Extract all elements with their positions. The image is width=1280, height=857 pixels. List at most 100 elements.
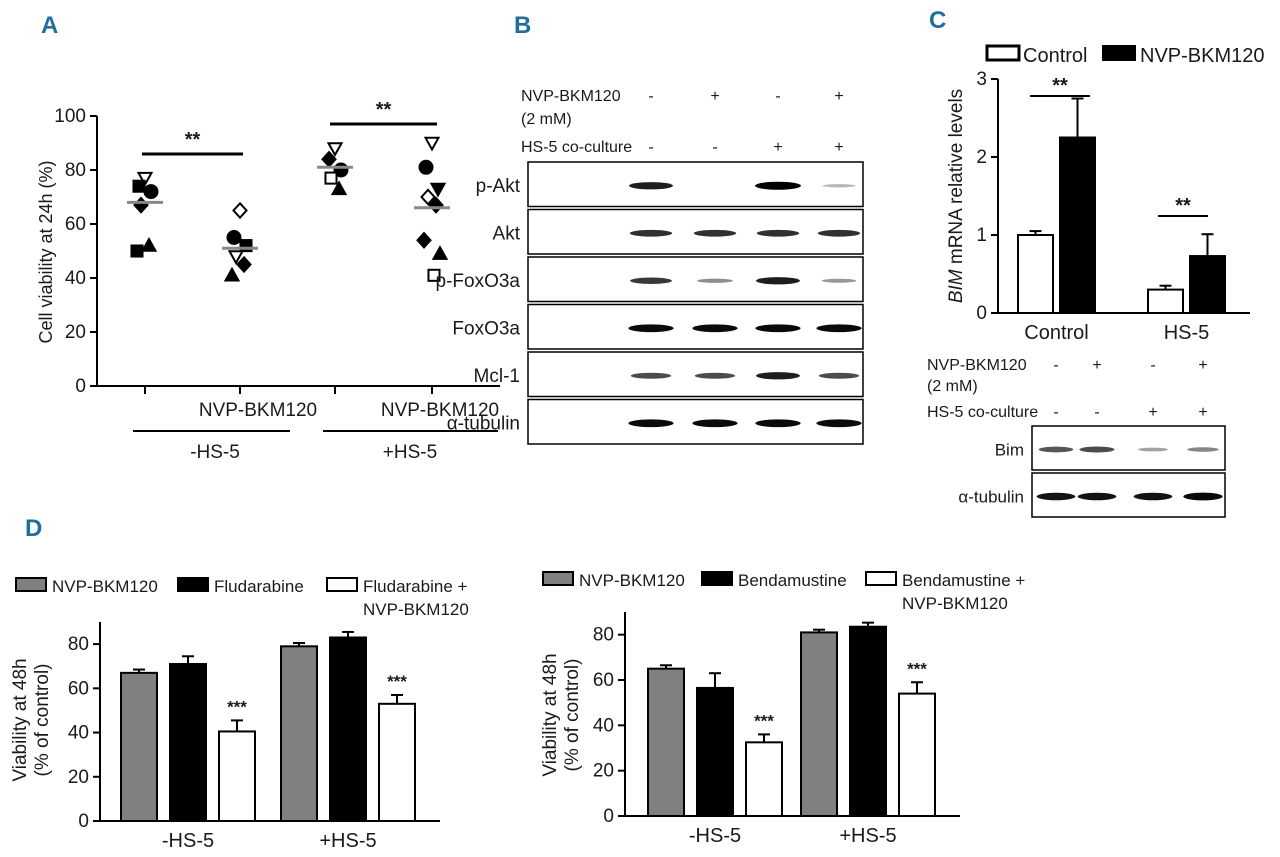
a-data-point	[143, 184, 159, 200]
a-data-point	[227, 250, 245, 265]
b-band	[629, 182, 673, 190]
a-significance-label: **	[376, 99, 392, 121]
d2-y-tick-label: 80	[593, 625, 614, 646]
d2-legend-label: NVP-BKM120	[579, 571, 685, 590]
a-data-point	[226, 230, 242, 245]
d2-legend-label: Bendamustine	[738, 571, 847, 590]
cb-treatment-label: HS-5 co-culture	[927, 404, 1038, 421]
d2-significance-label: ***	[907, 659, 927, 678]
d1-bar	[120, 671, 158, 822]
d1-bar	[169, 663, 207, 822]
b-blot-frame	[527, 208, 864, 255]
d2-legend-label: Bendamustine +	[902, 571, 1025, 590]
d2-y-axis-title: (% of control)	[562, 659, 583, 772]
b-treatment-sign: -	[648, 88, 653, 105]
d1-significance-label: ***	[387, 672, 407, 691]
b-treatment-sign: +	[834, 139, 843, 156]
d1-category-label: -HS-5	[162, 830, 214, 852]
cb-treatment-sign: +	[1198, 404, 1207, 421]
c-significance-label: **	[1052, 75, 1068, 97]
cb-treatment-sign: -	[1053, 404, 1058, 421]
a-data-point	[239, 239, 253, 253]
d1-legend-label: Fludarabine	[214, 577, 304, 596]
b-blot-label: Akt	[493, 223, 521, 244]
a-y-tick-label: 100	[54, 106, 86, 127]
d2-y-tick-label: 40	[593, 715, 614, 736]
cb-band	[1036, 492, 1076, 501]
a-data-point	[427, 268, 441, 282]
a-data-point	[418, 159, 434, 175]
cb-band	[1183, 492, 1223, 501]
c-y-tick-label: 0	[976, 303, 987, 324]
b-band	[817, 229, 861, 237]
d1-legend-swatch	[177, 577, 209, 592]
c-y-tick-label: 2	[976, 147, 987, 168]
cb-blot-label: Bim	[995, 441, 1024, 460]
d1-bar	[329, 636, 367, 822]
cb-blot-label: α-tubulin	[958, 488, 1024, 507]
d1-category-label: +HS-5	[319, 830, 376, 852]
panel-label-c: C	[929, 7, 946, 34]
b-band	[756, 277, 800, 285]
cb-treatment-sign: +	[1198, 357, 1207, 374]
a-data-point	[133, 196, 149, 214]
a-data-point	[136, 171, 154, 187]
b-treatment-sign: +	[710, 88, 719, 105]
d1-y-axis-title: Viability at 48h	[10, 658, 31, 781]
panel-b-western-blot: NVP-BKM120(2 mM)- + - +HS-5 co-culture - - + +p…	[436, 88, 864, 445]
b-band	[756, 372, 800, 380]
a-data-point	[130, 244, 144, 258]
b-band	[629, 229, 673, 237]
a-data-point	[429, 182, 447, 198]
a-data-point	[140, 237, 158, 252]
a-y-axis-title: Cell viability at 24h (%)	[36, 160, 56, 343]
panel-d-fludarabine-chart: NVP-BKM120 Fludarabine Fludarabine + NVP-BK…	[10, 577, 469, 852]
c-y-tick-label: 1	[976, 225, 987, 246]
b-band	[692, 419, 738, 428]
cb-band	[1038, 446, 1074, 453]
b-blot-label: α-tubulin	[447, 413, 520, 434]
d2-category-label: +HS-5	[839, 825, 896, 847]
b-blot-label: p-FoxO3a	[436, 271, 521, 292]
a-data-point	[324, 171, 338, 185]
d2-legend-label: NVP-BKM120	[902, 594, 1008, 613]
c-y-tick-label: 3	[976, 69, 987, 90]
d2-bar	[800, 631, 838, 818]
panel-label-b: B	[514, 12, 531, 39]
cb-band	[1079, 446, 1115, 453]
cb-band	[1077, 492, 1117, 501]
b-band	[818, 372, 860, 379]
c-significance-label: **	[1175, 195, 1191, 217]
b-band	[755, 181, 801, 190]
b-treatment-label: NVP-BKM120	[521, 88, 621, 105]
d1-y-tick-label: 0	[78, 811, 89, 832]
b-band	[816, 324, 862, 333]
a-data-point	[416, 231, 432, 249]
cb-treatment-sign: +	[1092, 357, 1101, 374]
d2-legend-swatch	[865, 571, 897, 586]
d2-significance-label: ***	[754, 711, 774, 730]
b-band	[628, 419, 674, 428]
d2-bar	[745, 741, 783, 817]
a-data-point	[330, 180, 348, 196]
b-blot-frame	[527, 256, 864, 303]
b-blot-frame	[527, 351, 864, 398]
cb-band	[1138, 447, 1168, 452]
panel-c-bim-mrna-chart: Control NVP-BKM120 0 1 2 3 Control HS-5 BIM mRNA…	[946, 44, 1265, 344]
panel-label-a: A	[41, 12, 58, 39]
d1-significance-label: ***	[227, 697, 247, 716]
panel-c-western-blot: NVP-BKM120(2 mM)- + - +HS-5 co-culture - - + +B…	[927, 357, 1226, 518]
b-band	[755, 324, 801, 333]
b-treatment-sign: -	[648, 139, 653, 156]
d2-bar	[696, 686, 734, 818]
d2-y-tick-label: 60	[593, 670, 614, 691]
a-data-point	[236, 255, 252, 274]
a-y-tick-label: 0	[75, 376, 86, 397]
panel-d-bendamustine-chart: NVP-BKM120 Bendamustine Bendamustine + NVP-…	[540, 571, 1025, 847]
a-data-point	[420, 188, 436, 206]
b-treatment-sign: -	[712, 139, 717, 156]
b-treatment-sign: -	[775, 88, 780, 105]
panel-label-d: D	[25, 515, 42, 542]
a-y-tick-label: 80	[65, 160, 86, 181]
a-data-point	[423, 136, 441, 152]
